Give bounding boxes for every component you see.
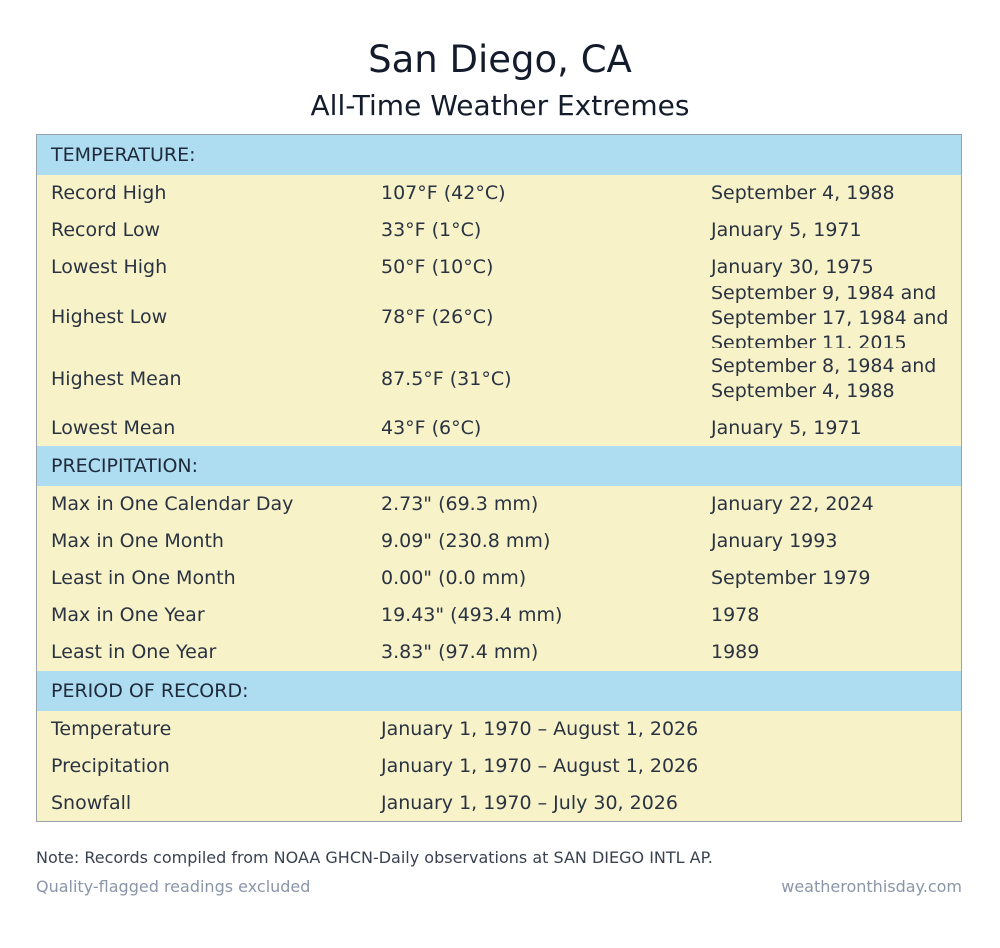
table-row: Lowest Mean 43°F (6°C) January 5, 1971	[37, 410, 961, 446]
row-date: January 30, 1975	[711, 256, 874, 278]
table-row: Precipitation January 1, 1970 – August 1…	[37, 748, 961, 785]
page-subtitle: All-Time Weather Extremes	[310, 89, 690, 122]
extremes-table: TEMPERATURE: Record High 107°F (42°C) Se…	[36, 134, 962, 822]
row-date: 1978	[711, 604, 760, 626]
section-header-period-of-record: PERIOD OF RECORD:	[37, 671, 961, 711]
row-date: January 5, 1971	[711, 416, 862, 439]
table-row: Lowest High 50°F (10°C) January 30, 1975	[37, 249, 961, 286]
table-row: Max in One Calendar Day 2.73" (69.3 mm) …	[37, 486, 961, 523]
row-date-text: September 9, 1984 and September 17, 1984…	[711, 286, 949, 348]
row-value: 87.5°F (31°C)	[381, 367, 512, 390]
row-label: Record High	[51, 182, 167, 204]
table-row: Max in One Year 19.43" (493.4 mm) 1978	[37, 597, 961, 634]
table-row: Record High 107°F (42°C) September 4, 19…	[37, 175, 961, 212]
row-value: 33°F (1°C)	[381, 219, 482, 241]
row-value: January 1, 1970 – August 1, 2026	[381, 718, 699, 740]
row-label: Lowest Mean	[51, 416, 176, 439]
row-date: January 5, 1971	[711, 219, 862, 241]
row-date: September 4, 1988	[711, 182, 895, 204]
section-header-temperature: TEMPERATURE:	[37, 135, 961, 175]
source-credit: weatheronthisday.com	[781, 877, 962, 896]
row-label: Highest Mean	[51, 367, 182, 390]
quality-note: Quality-flagged readings excluded	[36, 877, 311, 896]
row-value: 9.09" (230.8 mm)	[381, 530, 551, 552]
table-row: Highest Low 78°F (26°C) September 9, 198…	[37, 286, 961, 348]
row-value: 19.43" (493.4 mm)	[381, 604, 563, 626]
row-label: Max in One Year	[51, 604, 205, 626]
row-date: January 22, 2024	[711, 493, 874, 515]
row-date: 1989	[711, 641, 760, 663]
row-value: 78°F (26°C)	[381, 305, 494, 328]
row-value: 50°F (10°C)	[381, 256, 494, 278]
row-label: Precipitation	[51, 755, 170, 777]
table-row: Least in One Year 3.83" (97.4 mm) 1989	[37, 634, 961, 671]
row-date: January 1993	[711, 530, 838, 552]
row-date: September 1979	[711, 567, 871, 589]
table-row: Least in One Month 0.00" (0.0 mm) Septem…	[37, 560, 961, 597]
records-note: Note: Records compiled from NOAA GHCN-Da…	[36, 848, 713, 867]
table-row: Record Low 33°F (1°C) January 5, 1971	[37, 212, 961, 249]
table-row: Temperature January 1, 1970 – August 1, …	[37, 711, 961, 748]
row-date: September 8, 1984 and September 4, 1988	[711, 355, 937, 402]
row-value: 2.73" (69.3 mm)	[381, 493, 539, 515]
table-row: Snowfall January 1, 1970 – July 30, 2026	[37, 785, 961, 822]
row-value: January 1, 1970 – August 1, 2026	[381, 755, 699, 777]
row-value: January 1, 1970 – July 30, 2026	[381, 792, 678, 814]
table-row: Max in One Month 9.09" (230.8 mm) Januar…	[37, 523, 961, 560]
row-label: Least in One Month	[51, 567, 236, 589]
row-label: Record Low	[51, 219, 161, 241]
row-value: 3.83" (97.4 mm)	[381, 641, 539, 663]
row-label: Least in One Year	[51, 641, 217, 663]
row-label: Max in One Calendar Day	[51, 493, 294, 515]
row-label: Max in One Month	[51, 530, 224, 552]
row-value: 0.00" (0.0 mm)	[381, 567, 527, 589]
page-title: San Diego, CA	[368, 38, 632, 81]
row-value: 43°F (6°C)	[381, 416, 482, 439]
row-label: Lowest High	[51, 256, 168, 278]
row-label: Snowfall	[51, 792, 132, 814]
row-date: September 9, 1984 and September 17, 1984…	[697, 286, 961, 348]
row-label: Highest Low	[51, 305, 168, 328]
section-header-precipitation: PRECIPITATION:	[37, 446, 961, 486]
row-label: Temperature	[51, 718, 172, 740]
table-row: Highest Mean 87.5°F (31°C) September 8, …	[37, 348, 961, 410]
row-value: 107°F (42°C)	[381, 182, 506, 204]
